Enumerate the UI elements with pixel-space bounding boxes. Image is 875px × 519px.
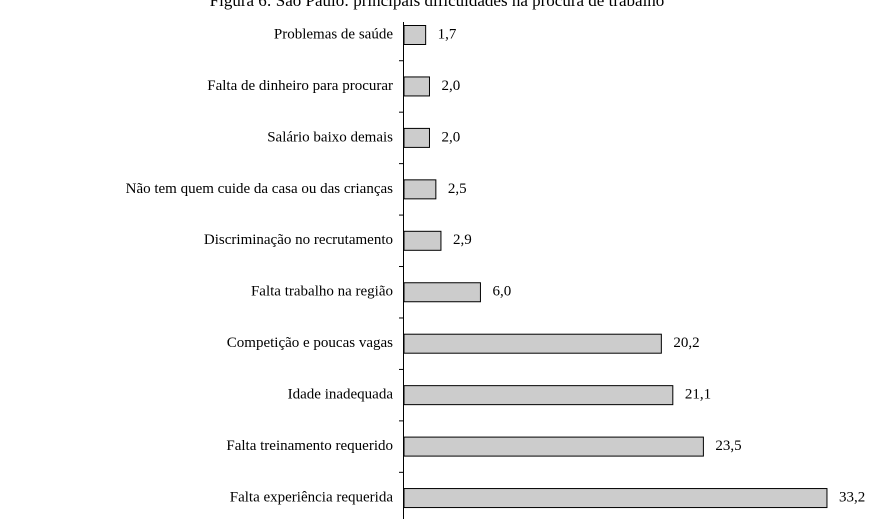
category-label: Idade inadequada [288, 387, 394, 403]
category-label: Falta treinamento requerido [226, 438, 393, 454]
bar [403, 179, 437, 200]
bar [403, 76, 430, 97]
bar [403, 282, 481, 303]
category-label: Salário baixo demais [267, 129, 393, 145]
category-label: Não tem quem cuide da casa ou das crianç… [126, 181, 394, 197]
bar [403, 333, 662, 354]
category-label: Falta de dinheiro para procurar [207, 78, 393, 94]
value-label: 1,7 [438, 26, 457, 42]
bar [403, 230, 442, 251]
value-label: 20,2 [673, 335, 699, 351]
value-label: 6,0 [492, 284, 511, 300]
value-label: 2,9 [453, 232, 472, 248]
value-label: 33,2 [839, 489, 865, 505]
bar [403, 436, 704, 457]
category-label: Problemas de saúde [274, 26, 393, 42]
value-label: 2,5 [448, 181, 467, 197]
value-label: 23,5 [715, 438, 741, 454]
category-label: Falta trabalho na região [251, 284, 393, 300]
bar [403, 385, 674, 406]
category-label: Discriminação no recrutamento [204, 232, 393, 248]
bar [403, 488, 828, 509]
chart-title: Figura 6: São Paulo: principais dificuld… [210, 0, 665, 10]
bar [403, 25, 427, 45]
category-label: Falta experiência requerida [230, 489, 394, 505]
category-label: Competição e poucas vagas [227, 335, 393, 351]
bar [403, 127, 430, 148]
value-label: 2,0 [441, 78, 460, 94]
value-label: 21,1 [685, 387, 711, 403]
value-label: 2,0 [441, 129, 460, 145]
